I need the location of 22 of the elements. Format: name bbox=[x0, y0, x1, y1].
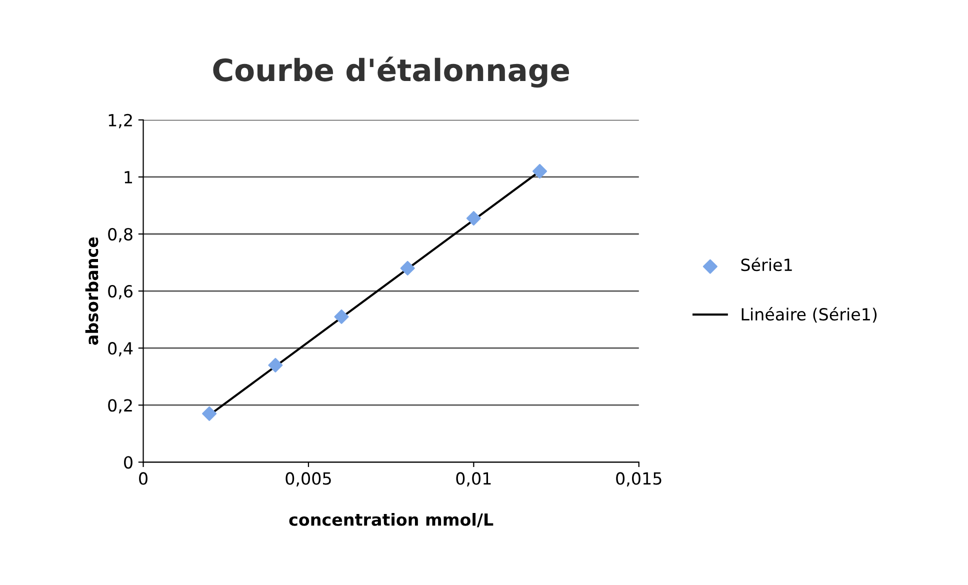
point bbox=[400, 260, 415, 276]
y-tick-label: 0,4 bbox=[108, 342, 133, 356]
y-tick-label: 1,2 bbox=[108, 114, 132, 128]
x-tick-label: 0,005 bbox=[286, 472, 331, 486]
legend-label: Série1 bbox=[741, 258, 792, 272]
point bbox=[532, 164, 548, 179]
y-tick-label: 0,8 bbox=[108, 228, 132, 242]
legend-label: Linéaire (Série1) bbox=[742, 307, 877, 323]
point bbox=[334, 309, 349, 324]
x-tick-label: 0,01 bbox=[456, 472, 491, 486]
point bbox=[268, 358, 283, 372]
point bbox=[466, 211, 481, 226]
point bbox=[202, 406, 217, 421]
y-tick-label: 0,2 bbox=[108, 399, 132, 414]
y-axis-title: absorbance bbox=[85, 237, 98, 345]
x-tick-label: 0 bbox=[139, 472, 148, 485]
y-tick-label: 1 bbox=[124, 171, 132, 184]
x-axis-title: concentration mmol/L bbox=[289, 513, 494, 528]
y-tick-label: 0,6 bbox=[108, 285, 132, 300]
y-tick-label: 0 bbox=[124, 456, 132, 469]
x-tick-label: 0,015 bbox=[616, 472, 662, 486]
chart-title: Courbe d'étalonnage bbox=[213, 56, 570, 88]
